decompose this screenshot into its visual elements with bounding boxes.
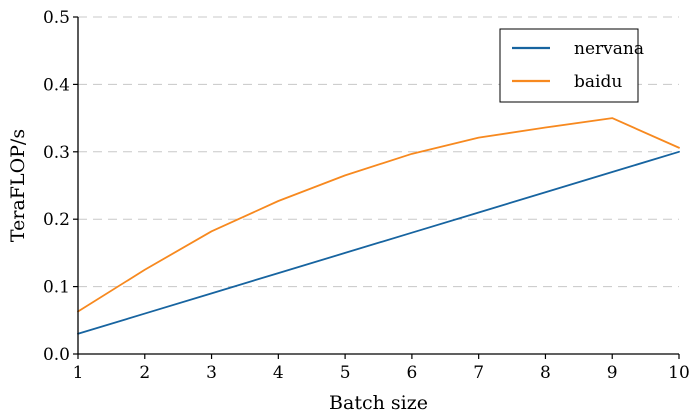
- y-axis-title: TeraFLOP/s: [7, 129, 29, 242]
- legend: nervana baidu: [499, 28, 644, 103]
- x-tick-label: 2: [139, 363, 150, 383]
- x-tick-label: 4: [273, 363, 284, 383]
- y-ticks: 0.0 0.1 0.2 0.3 0.4 0.5: [43, 8, 78, 365]
- legend-label-nervana: nervana: [574, 39, 644, 59]
- series-line-nervana: [77, 150, 680, 335]
- x-tick-label: 9: [607, 363, 618, 383]
- y-tick-label: 0.2: [43, 210, 70, 230]
- x-tick-label: 6: [406, 363, 417, 383]
- y-tick-label: 0.0: [43, 345, 70, 365]
- y-tick-label: 0.5: [43, 8, 70, 28]
- y-tick-label: 0.4: [43, 75, 70, 95]
- x-tick-label: 3: [206, 363, 217, 383]
- legend-box: [499, 28, 639, 103]
- series-line-baidu: [77, 117, 680, 313]
- x-tick-label: 1: [73, 363, 84, 383]
- axes: [77, 17, 679, 355]
- x-ticks: 1 2 3 4 5 6 7 8 9 10: [73, 354, 690, 383]
- x-tick-label: 7: [473, 363, 484, 383]
- x-tick-label: 10: [668, 363, 690, 383]
- x-axis-title: Batch size: [329, 392, 428, 414]
- y-tick-label: 0.1: [43, 278, 70, 298]
- series-lines: [77, 117, 680, 335]
- x-tick-label: 5: [340, 363, 351, 383]
- y-tick-label: 0.3: [43, 143, 70, 163]
- x-tick-label: 8: [540, 363, 551, 383]
- legend-label-baidu: baidu: [574, 72, 622, 92]
